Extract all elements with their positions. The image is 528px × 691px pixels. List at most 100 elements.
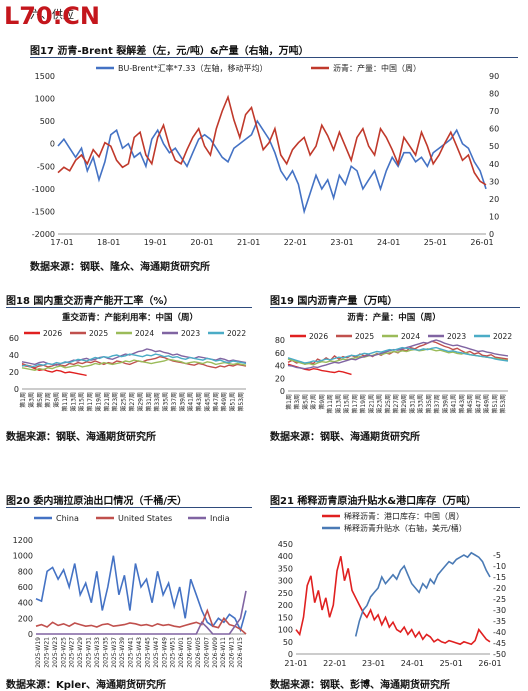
y-right-tick-label: 70 <box>489 107 499 116</box>
y-left-tick-label: 1500 <box>35 72 55 81</box>
series-line-1 <box>354 551 491 637</box>
x-tick-label: 2025-W27 <box>69 637 76 668</box>
x-tick-label: 25-01 <box>424 238 447 247</box>
y-left-tick-label: 450 <box>278 540 293 549</box>
x-tick-label: 18-01 <box>97 238 120 247</box>
x-tick-label: 第35周 <box>162 392 170 412</box>
y-right-tick-label: -30 <box>493 606 506 615</box>
x-tick-label: 第31周 <box>409 394 417 414</box>
series-line-2 <box>36 590 247 635</box>
x-tick-label: 第49周 <box>220 392 228 412</box>
y-right-tick-label: 40 <box>489 160 499 169</box>
y-left-tick-label: 400 <box>278 552 293 561</box>
x-tick-label: 第25周 <box>384 394 392 414</box>
y-left-tick-label: 250 <box>278 589 293 598</box>
x-tick-label: 第37周 <box>170 392 178 412</box>
x-tick-label: 第19周 <box>359 394 367 414</box>
fig17-source: 数据来源：钢联、隆众、海通期货研究所 <box>30 262 210 273</box>
x-tick-label: 第3周 <box>27 392 35 408</box>
x-tick-label: 24-01 <box>401 659 424 668</box>
x-tick-label: 第29周 <box>136 392 144 412</box>
x-tick-label: 2026-W09 <box>212 637 219 668</box>
x-tick-label: 23-01 <box>362 659 385 668</box>
x-tick-label: 22-01 <box>323 659 346 668</box>
series-line-1 <box>57 94 487 186</box>
section-header: 六、供应 <box>30 8 74 21</box>
x-tick-label: 第41周 <box>450 394 458 414</box>
x-tick-label: 第9周 <box>53 392 61 408</box>
legend-label-4: 2022 <box>493 332 512 341</box>
y-right-tick-label: -50 <box>493 650 506 659</box>
x-tick-label: 第7周 <box>310 394 318 410</box>
x-tick-label: 21-01 <box>237 238 260 247</box>
x-tick-label: 第17周 <box>351 394 359 414</box>
y-left-tick-label: 200 <box>278 601 293 610</box>
y-right-tick-label: -25 <box>493 595 506 604</box>
x-tick-label: 2026-W07 <box>203 637 210 668</box>
x-tick-label: 第41周 <box>187 392 195 412</box>
chart-subtitle: 沥青：产量：中国（周） <box>347 312 441 323</box>
x-tick-label: 第39周 <box>441 394 449 414</box>
x-tick-label: 2025-W49 <box>161 637 168 668</box>
series-line-2 <box>21 358 247 372</box>
fig21-rule <box>270 507 520 508</box>
y-right-tick-label: 0 <box>489 230 494 239</box>
y-left-tick-label: 500 <box>40 117 55 126</box>
x-tick-label: 2026-W05 <box>195 637 202 668</box>
x-tick-label: 2025-W35 <box>102 637 109 668</box>
fig17-plot: 150010005000-500-1000-1500-2000908070605… <box>32 63 499 247</box>
y-right-tick-label: -35 <box>493 617 506 626</box>
fig19-rule <box>270 307 520 308</box>
series-line-2 <box>287 348 509 366</box>
x-tick-label: 2025-W25 <box>60 637 67 668</box>
x-tick-label: 第33周 <box>153 392 161 412</box>
y-right-tick-label: 20 <box>489 195 499 204</box>
x-tick-label: 2025-W47 <box>153 637 160 668</box>
y-right-tick-label: -5 <box>493 551 501 560</box>
series-line-4 <box>21 353 247 368</box>
fig20-title: 图20 委内瑞拉原油出口情况（千桶/天） <box>6 496 188 507</box>
legend-label-2: 2024 <box>401 332 420 341</box>
fig19-title: 图19 国内沥青产量（万吨） <box>270 296 398 307</box>
x-tick-label: 第5周 <box>36 392 44 408</box>
legend-label-0: 2026 <box>43 329 62 338</box>
x-tick-label: 第11周 <box>326 394 334 414</box>
x-tick-label: 2026-W15 <box>237 637 244 668</box>
x-tick-label: 第19周 <box>95 392 103 412</box>
x-tick-label: 第43周 <box>195 392 203 412</box>
x-tick-label: 2025-W29 <box>77 637 84 668</box>
y-tick-label: 0 <box>14 385 19 394</box>
y-left-tick-label: -1500 <box>32 207 55 216</box>
legend-label-1: 沥青：产量：中国（周） <box>333 63 421 73</box>
y-tick-label: 40 <box>9 351 19 360</box>
series-line-0 <box>21 364 87 377</box>
y-left-tick-label: -2000 <box>32 230 55 239</box>
x-tick-label: 第47周 <box>212 392 220 412</box>
legend-label-4: 2022 <box>227 329 246 338</box>
x-tick-label: 第1周 <box>285 394 293 410</box>
x-tick-label: 26-01 <box>470 238 493 247</box>
y-tick-label: 200 <box>18 614 33 623</box>
x-tick-label: 第45周 <box>204 392 212 412</box>
y-left-tick-label: 1000 <box>35 95 55 104</box>
y-tick-label: 20 <box>9 368 19 377</box>
legend-label-0: China <box>56 514 79 523</box>
series-line-0 <box>57 119 487 215</box>
y-left-tick-label: -1000 <box>32 185 55 194</box>
x-tick-label: 第35周 <box>425 394 433 414</box>
x-tick-label: 第37周 <box>433 394 441 414</box>
x-tick-label: 第43周 <box>458 394 466 414</box>
series-line-0 <box>287 363 352 376</box>
fig21-plot: 450 400 350 300 250 200 150 100 50 0 -5 -10 -15 -20 -2… <box>278 511 506 668</box>
legend-label-1: 2025 <box>355 332 374 341</box>
y-right-tick-label: 10 <box>489 212 499 221</box>
y-left-tick-label: 350 <box>278 564 293 573</box>
x-tick-label: 第21周 <box>367 394 375 414</box>
x-tick-label: 第47周 <box>474 394 482 414</box>
x-tick-label: 第39周 <box>178 392 186 412</box>
x-tick-label: 第51周 <box>229 392 237 412</box>
y-tick-label: 600 <box>18 583 33 592</box>
x-tick-label: 第33周 <box>417 394 425 414</box>
